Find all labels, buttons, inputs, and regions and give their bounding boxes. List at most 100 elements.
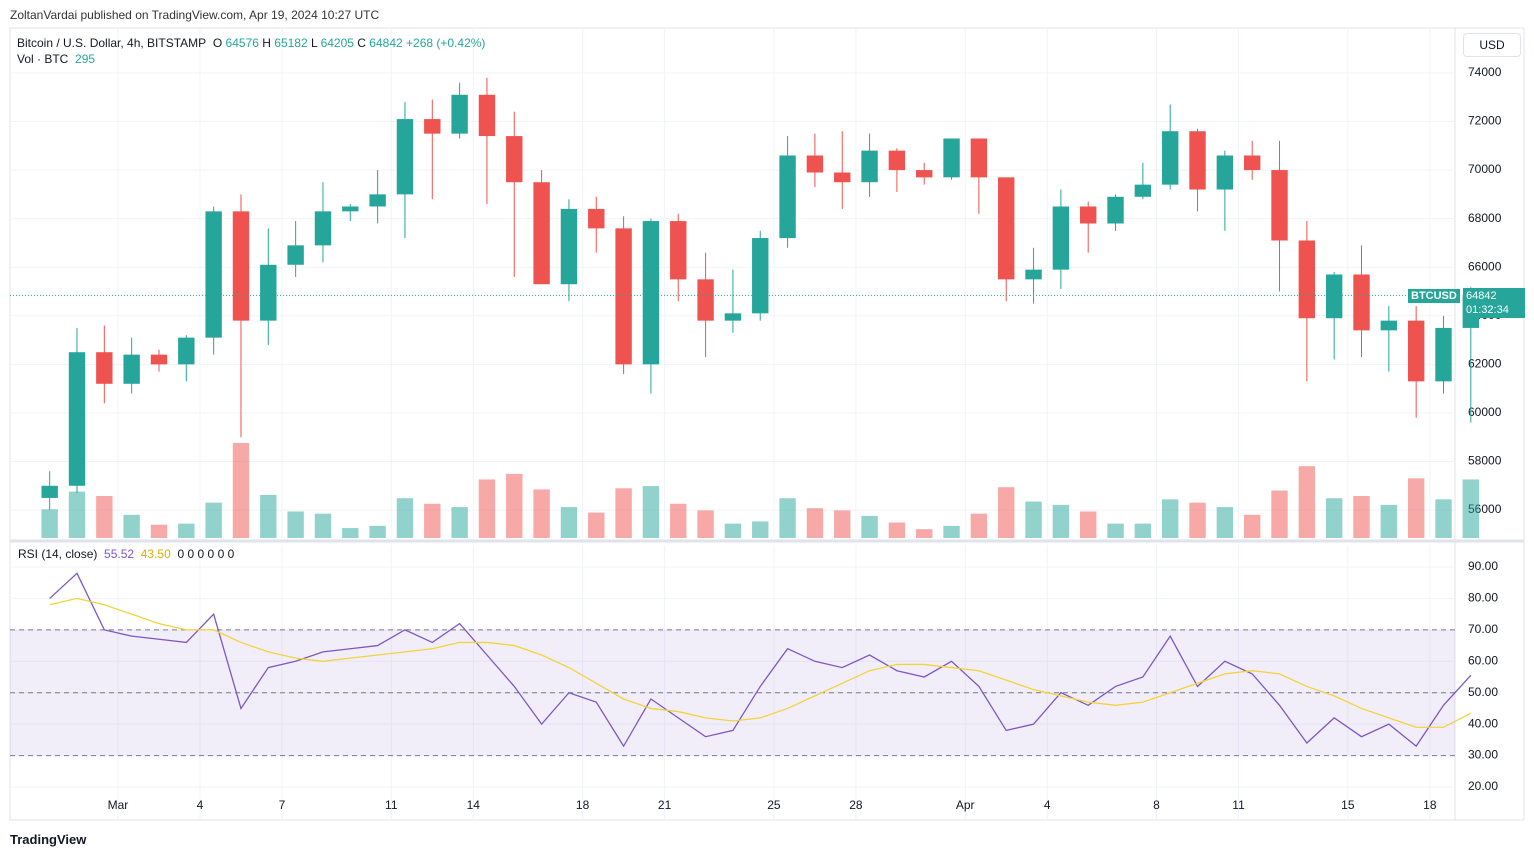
volume-bar (1435, 499, 1452, 538)
x-tick-label: 25 (767, 798, 781, 812)
candle-body (260, 264, 277, 321)
volume-bar (916, 529, 933, 538)
volume-bar (642, 486, 660, 538)
zero: 0 (187, 547, 195, 561)
candle-body (970, 138, 988, 178)
change: +268 (+0.42%) (406, 36, 486, 50)
candle-body (96, 352, 113, 384)
y-tick-label: 72000 (1468, 114, 1502, 128)
candle-body (205, 211, 222, 338)
ohlc-value: 65182 (274, 36, 308, 50)
y-tick-label: 66000 (1468, 259, 1502, 273)
y-tick-label: 58000 (1468, 454, 1502, 468)
candle-body (478, 94, 496, 137)
candle-body (1271, 170, 1288, 241)
rsi-ma-value: 43.50 (140, 547, 171, 561)
volume-bar (232, 443, 250, 538)
volume-title: Vol · BTC (17, 52, 69, 66)
volume-bar (806, 508, 824, 538)
volume-bar (506, 473, 523, 538)
rsi-line (49, 597, 1472, 728)
candle-body (41, 485, 58, 498)
candle-body (779, 155, 796, 239)
candle-body (68, 352, 86, 486)
volume-bar (1407, 478, 1425, 538)
x-tick-label: 21 (658, 798, 672, 812)
volume-bar (1080, 511, 1097, 538)
volume-bar (1462, 479, 1480, 538)
volume-bar (96, 496, 113, 538)
candle-body (1080, 206, 1097, 224)
candle-body (806, 155, 824, 173)
currency-button[interactable]: USD (1463, 33, 1521, 57)
candle-body (1025, 269, 1042, 280)
candle-body (943, 138, 960, 178)
x-tick-label: 11 (1232, 798, 1245, 812)
volume-bar (123, 514, 140, 538)
candle-body (670, 221, 687, 280)
volume-bar (752, 521, 769, 538)
volume-bar (533, 489, 550, 538)
y-tick-label: 20.00 (1468, 779, 1498, 793)
rsi-title: RSI (14, close) (18, 547, 98, 561)
candle-body (1107, 196, 1124, 224)
candle-body (588, 208, 605, 229)
ohlc-value: 64205 (320, 36, 354, 50)
x-tick-label: 18 (1423, 798, 1437, 812)
volume-bar (41, 509, 58, 538)
y-tick-label: 60000 (1468, 405, 1502, 419)
ohlc-label: O (212, 36, 223, 50)
candle-body (314, 211, 332, 246)
candle-body (232, 211, 250, 321)
y-tick-label: 60.00 (1468, 653, 1498, 667)
volume-bar (670, 503, 687, 538)
x-tick-label: 18 (576, 798, 590, 812)
x-tick-label: 28 (849, 798, 863, 812)
candle-body (178, 337, 195, 365)
y-tick-label: 68000 (1468, 211, 1502, 225)
volume-bar (1134, 523, 1152, 538)
frame (9, 27, 1525, 821)
y-tick-label: 80.00 (1468, 591, 1498, 605)
volume-value: 295 (75, 52, 96, 66)
volume-bar (1189, 502, 1206, 538)
zero: 0 (207, 547, 215, 561)
candle-body (1216, 155, 1234, 190)
volume-bar (724, 523, 742, 538)
x-tick-label: 15 (1341, 798, 1355, 812)
volume-bar (888, 522, 906, 538)
candle-body (834, 172, 851, 183)
zero: 0 (177, 547, 185, 561)
volume-bar (396, 498, 414, 538)
candle-body (642, 221, 660, 365)
candle-body (1407, 320, 1425, 382)
volume-bar (861, 515, 878, 538)
volume-bar (834, 510, 851, 538)
y-tick-label: 50.00 (1468, 685, 1498, 699)
candle-body (150, 354, 168, 365)
price-tag-value: 64842 (1466, 290, 1497, 302)
volume-bar (1298, 466, 1316, 538)
candle-body (888, 150, 906, 171)
volume-bar (342, 528, 359, 538)
volume-bar (260, 494, 277, 538)
price-tag-countdown: 01:32:34 (1466, 304, 1509, 316)
candle-body (1189, 131, 1206, 190)
candle-body (123, 354, 140, 384)
candle-body (1134, 184, 1152, 197)
candle-body (424, 119, 441, 134)
volume-bar (1025, 501, 1042, 538)
y-tick-label: 70.00 (1468, 622, 1498, 636)
ohlc-label: H (262, 36, 271, 50)
candle-body (724, 313, 742, 321)
candle-body (1353, 274, 1370, 331)
volume-bar (998, 487, 1015, 538)
x-tick-label: 8 (1153, 798, 1160, 812)
candle-body (1161, 131, 1179, 185)
volume-bar (314, 513, 332, 538)
candle-body (998, 177, 1015, 280)
volume-bar (1216, 507, 1234, 538)
candle-body (697, 279, 714, 321)
candle-body (1052, 206, 1070, 270)
